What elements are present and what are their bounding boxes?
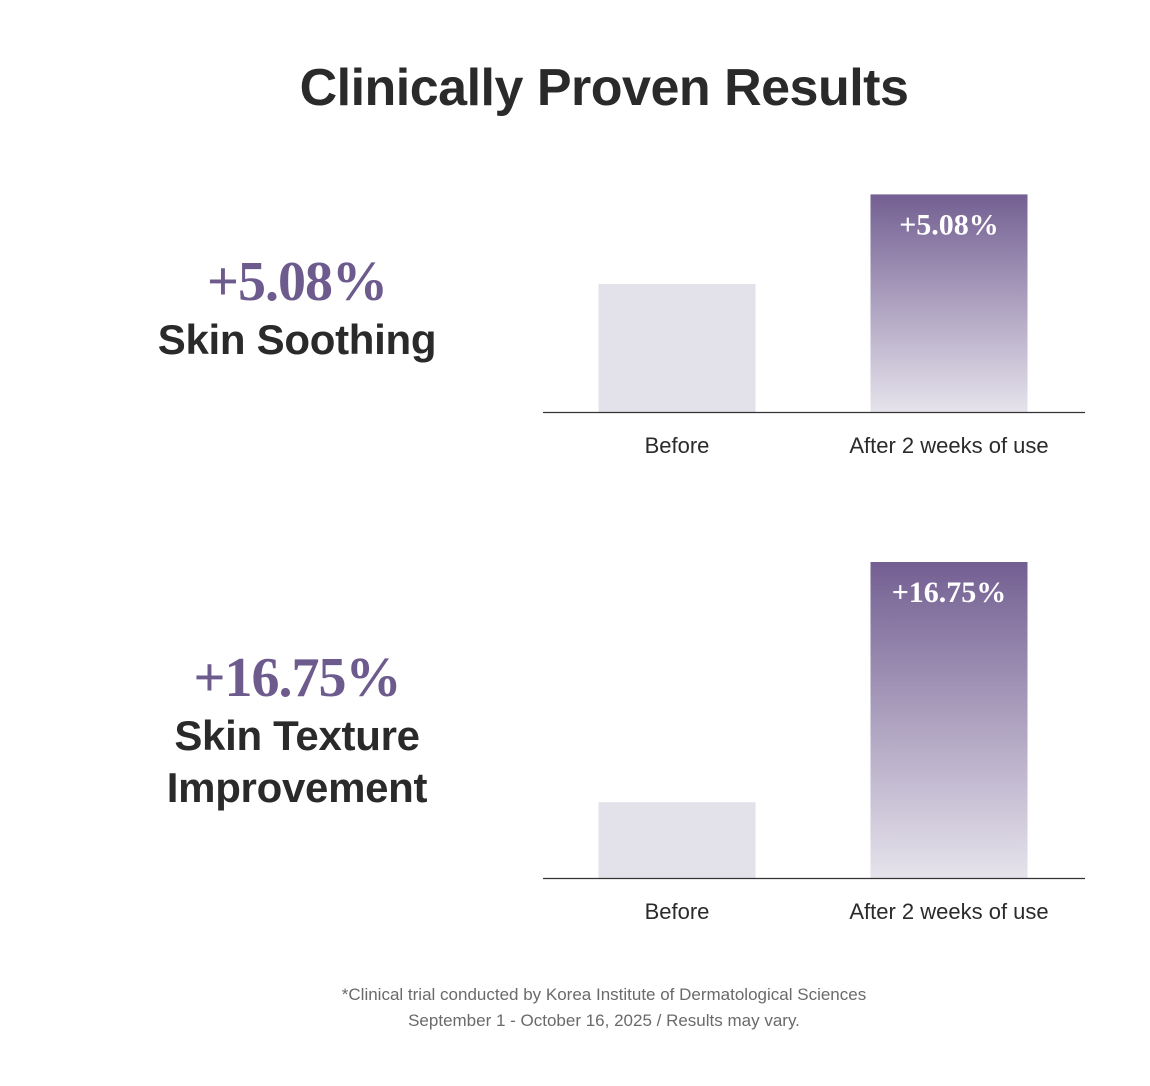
footnote-line-2: September 1 - October 16, 2025 / Results… xyxy=(408,1011,800,1030)
category-label: Before xyxy=(645,899,710,924)
stat-skin-soothing: +5.08% Skin Soothing xyxy=(90,250,504,366)
category-label: After 2 weeks of use xyxy=(849,433,1048,458)
bar-chart-skin-texture: Before +16.75% After 2 weeks of use xyxy=(543,562,1085,924)
chart-skin-soothing: Before +5.08% After 2 weeks of use xyxy=(543,150,1085,470)
category-label: After 2 weeks of use xyxy=(849,899,1048,924)
stat-label: Skin Soothing xyxy=(157,316,437,363)
bar-before xyxy=(598,802,756,878)
bar-after xyxy=(870,562,1028,878)
bar-data-label: +16.75% xyxy=(892,576,1007,609)
stat-skin-texture: +16.75% Skin Texture Improvement xyxy=(90,646,504,814)
page-title: Clinically Proven Results xyxy=(299,59,909,117)
stat-value: +5.08% xyxy=(207,251,388,313)
category-label: Before xyxy=(645,433,710,458)
footnote-line-1: *Clinical trial conducted by Korea Insti… xyxy=(341,985,867,1004)
bar-before xyxy=(598,284,756,412)
stat-label-line-2: Improvement xyxy=(166,764,428,811)
bar-data-label: +5.08% xyxy=(899,208,999,241)
chart-skin-texture: Before +16.75% After 2 weeks of use xyxy=(543,550,1085,936)
footnote: *Clinical trial conducted by Korea Insti… xyxy=(0,982,1150,1034)
stat-label-line-1: Skin Texture xyxy=(174,712,420,759)
bar-chart-skin-soothing: Before +5.08% After 2 weeks of use xyxy=(543,194,1085,458)
stat-value: +16.75% xyxy=(193,647,402,709)
bar-after xyxy=(870,194,1028,412)
